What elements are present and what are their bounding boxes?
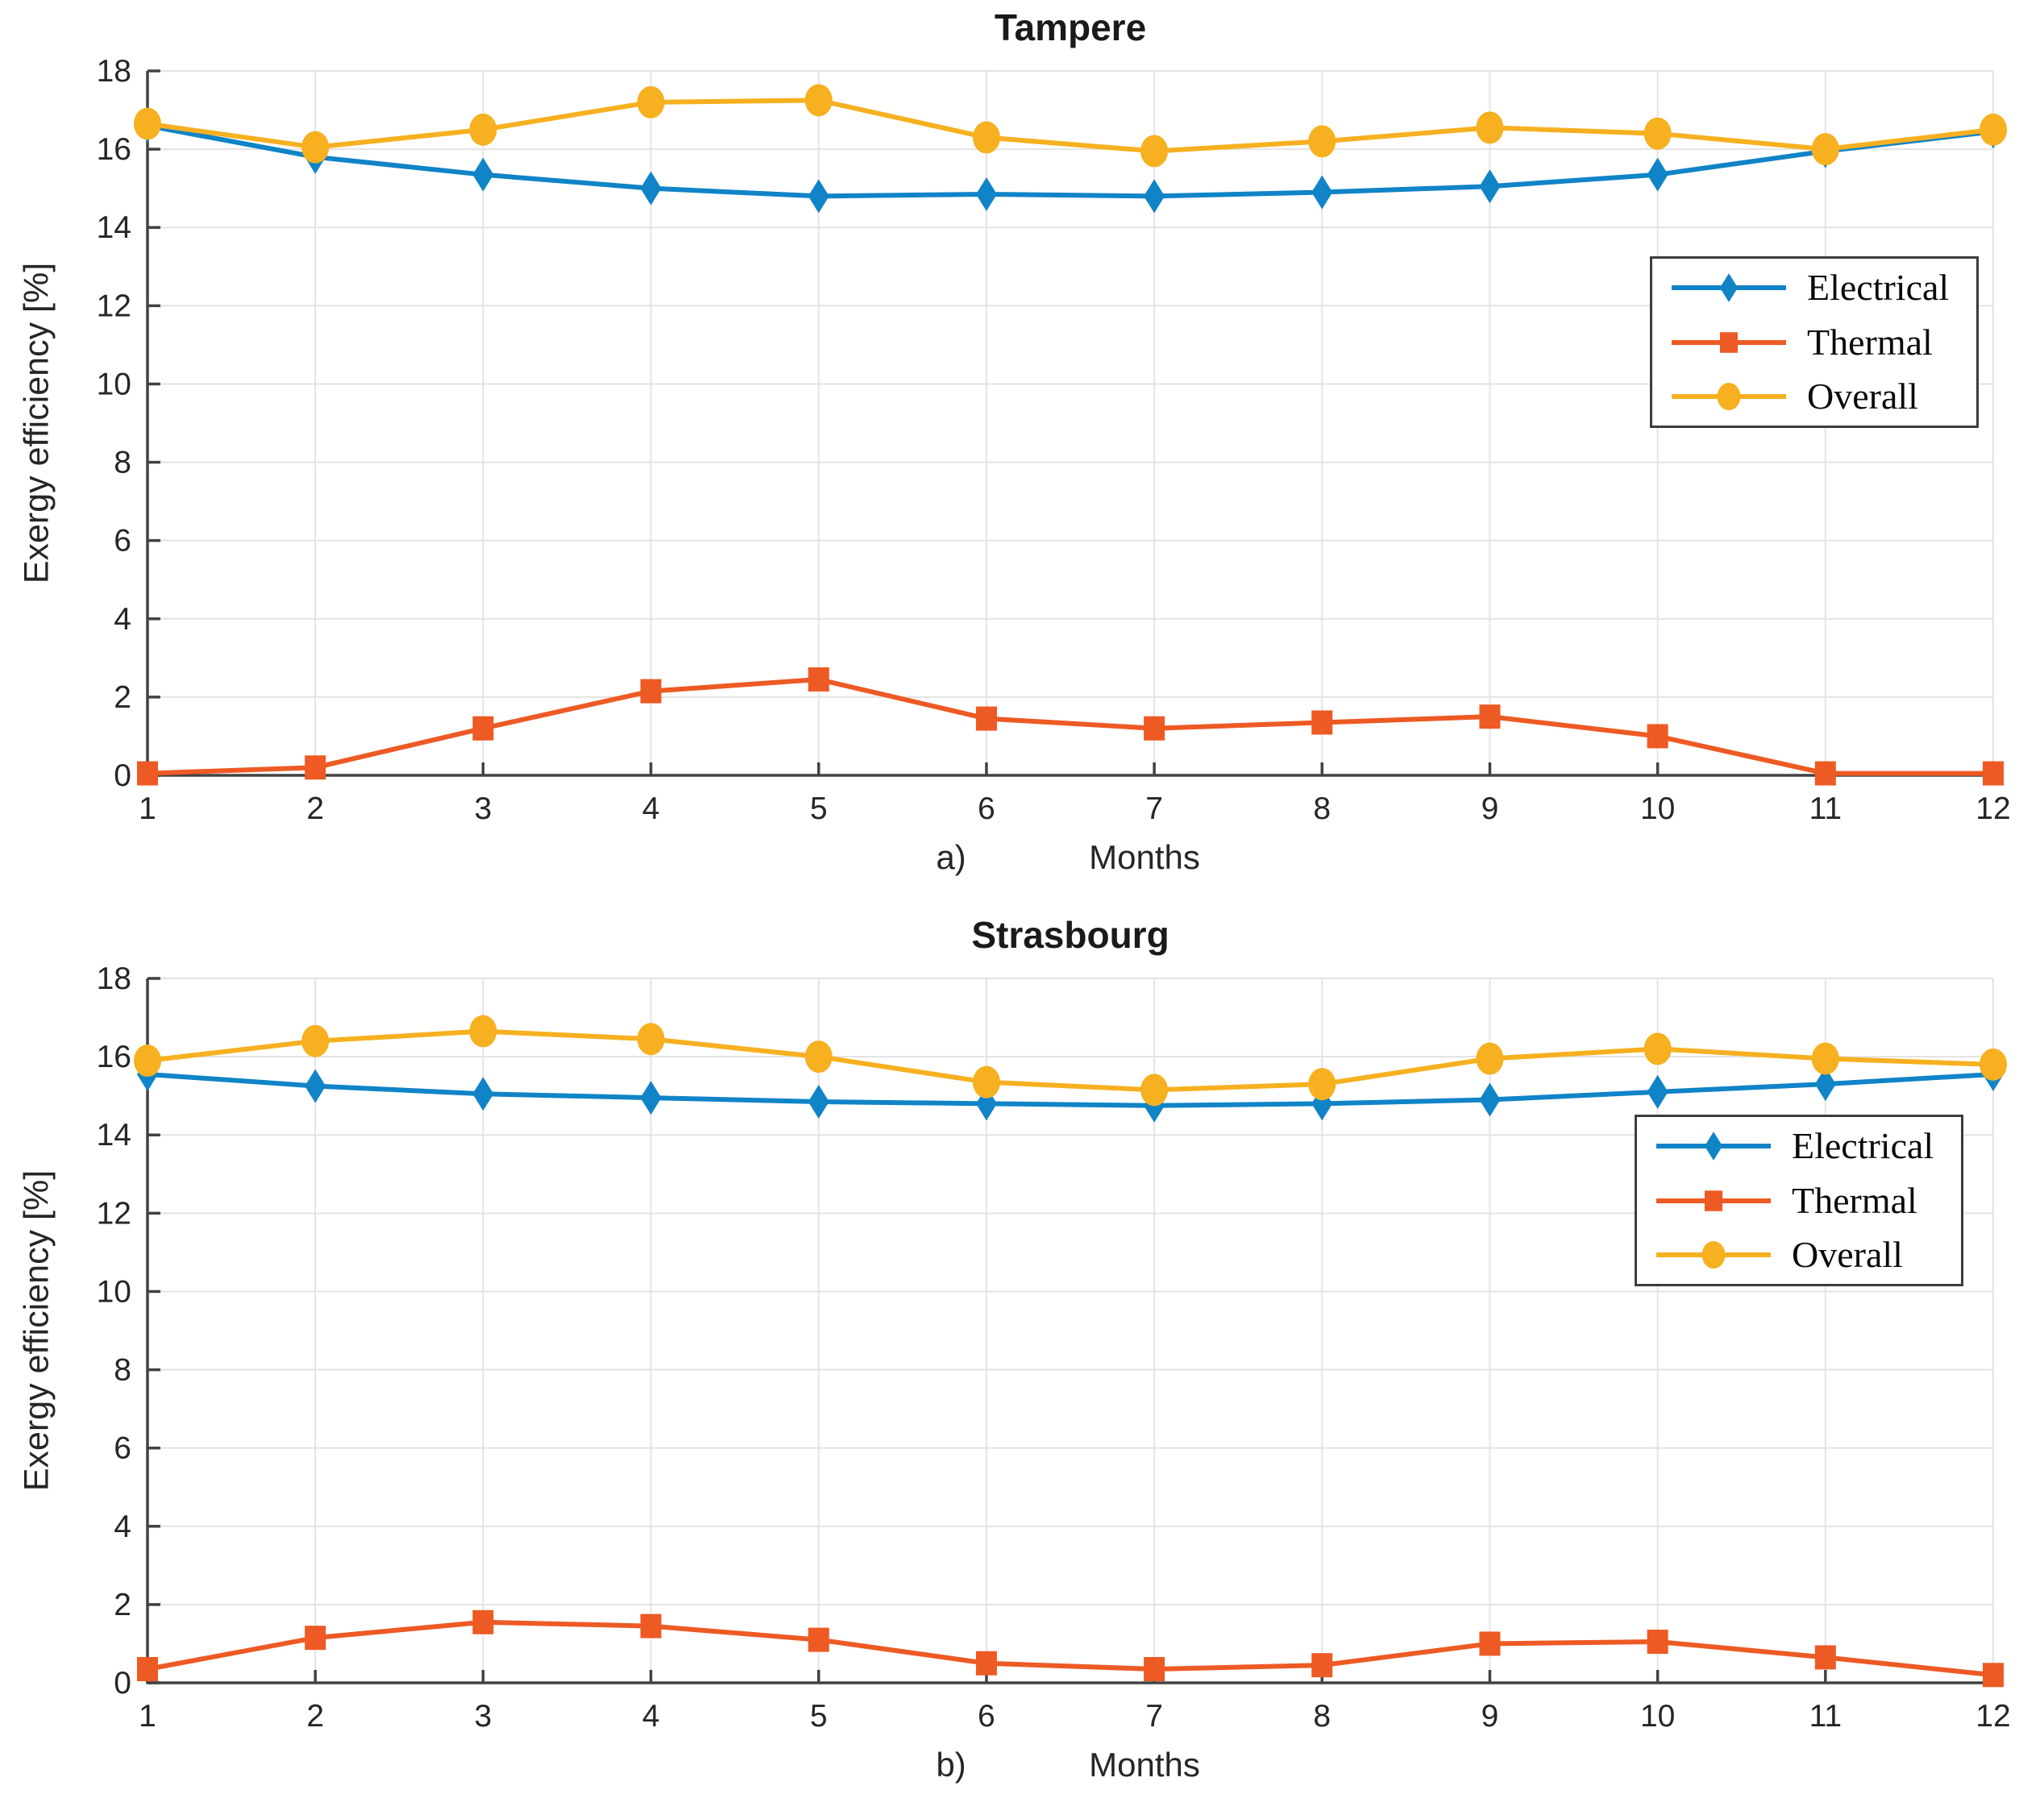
x-tick-label: 9 [1481, 1699, 1499, 1734]
y-tick-label: 10 [97, 367, 131, 401]
legend: Electrical Thermal Overall [1650, 256, 1979, 428]
x-tick-label: 11 [1809, 791, 1843, 826]
chart-title: Strasbourg [971, 914, 1169, 956]
x-tick-label: 2 [306, 1699, 324, 1734]
legend-label-overall: Overall [1807, 375, 1918, 417]
x-tick-label: 6 [978, 791, 995, 826]
chart-title: Tampere [994, 6, 1147, 48]
legend-row-electrical: Electrical [1637, 1121, 1961, 1171]
legend-label-overall: Overall [1792, 1233, 1903, 1275]
y-tick-label: 14 [97, 1118, 131, 1153]
x-tick-label: 12 [1975, 1699, 2010, 1734]
y-tick-label: 8 [114, 1353, 131, 1388]
overall-line-marker-icon [1653, 1232, 1774, 1277]
series-electrical [137, 1057, 2004, 1123]
legend-sample-svg [1672, 273, 1786, 303]
y-tick-label: 10 [97, 1274, 131, 1309]
x-tick-label: 10 [1640, 1699, 1675, 1734]
y-tick-label: 18 [97, 54, 131, 89]
legend-sample-svg [1656, 1240, 1771, 1269]
x-tick-label: 1 [139, 1699, 156, 1734]
y-tick-label: 12 [97, 1196, 131, 1231]
series-electrical [137, 108, 2004, 214]
legend-row-thermal: Thermal [1652, 318, 1976, 368]
legend-label-thermal: Thermal [1792, 1179, 1917, 1221]
x-tick-label: 3 [475, 791, 492, 826]
legend-sample-svg [1672, 382, 1786, 410]
electrical-line-marker-icon [1668, 265, 1789, 310]
x-tick-label: 4 [642, 1699, 660, 1734]
x-tick-label: 5 [810, 1699, 828, 1734]
x-tick-label: 11 [1809, 1699, 1843, 1734]
series-thermal [137, 667, 2004, 786]
y-tick-label: 4 [114, 602, 131, 637]
y-axis-label: Exergy efficiency [%] [17, 1169, 56, 1492]
y-tick-label: 6 [114, 524, 131, 559]
y-tick-label: 16 [97, 1040, 131, 1074]
y-tick-label: 18 [97, 961, 131, 996]
x-axis-label: Months [1089, 838, 1200, 876]
x-tick-label: 8 [1313, 1699, 1331, 1734]
y-tick-label: 14 [97, 210, 131, 245]
legend-label-electrical: Electrical [1792, 1125, 1934, 1167]
x-tick-label: 10 [1640, 791, 1675, 826]
legend-row-overall: Overall [1637, 1230, 1961, 1280]
y-tick-label: 16 [97, 132, 131, 167]
thermal-line-marker-icon [1668, 320, 1789, 365]
legend-label-electrical: Electrical [1807, 267, 1950, 309]
y-tick-label: 0 [114, 1666, 131, 1701]
x-tick-label: 3 [475, 1699, 492, 1734]
subplot-label-b: b) [936, 1746, 966, 1784]
x-tick-label: 7 [1145, 1699, 1163, 1734]
legend-sample-svg [1672, 331, 1786, 353]
legend: Electrical Thermal Overall [1635, 1115, 1963, 1286]
y-tick-label: 12 [97, 289, 131, 323]
x-tick-label: 1 [139, 791, 156, 826]
series-overall [134, 1015, 2007, 1107]
legend-label-thermal: Thermal [1807, 321, 1933, 363]
y-tick-label: 6 [114, 1431, 131, 1466]
y-tick-label: 2 [114, 680, 131, 715]
overall-line-marker-icon [1668, 374, 1789, 419]
chart-tampere: 1 2 3 4 5 6 7 8 9 10 11 12 0 2 4 6 8 10 12 14 16 18 Tampere E… [17, 6, 2011, 876]
x-tick-label: 4 [642, 791, 660, 826]
x-tick-label: 12 [1975, 791, 2010, 826]
x-tick-label: 9 [1481, 791, 1499, 826]
thermal-line-marker-icon [1653, 1178, 1774, 1223]
x-tick-label: 7 [1145, 791, 1163, 826]
legend-row-electrical: Electrical [1652, 263, 1976, 313]
subplot-label-a: a) [936, 838, 966, 876]
legend-sample-svg [1656, 1190, 1771, 1211]
y-tick-label: 4 [114, 1510, 131, 1544]
y-tick-label: 8 [114, 446, 131, 480]
y-tick-label: 0 [114, 758, 131, 793]
legend-row-thermal: Thermal [1637, 1176, 1961, 1226]
x-tick-label: 2 [306, 791, 324, 826]
series-thermal [137, 1609, 2004, 1688]
series-overall [134, 84, 2007, 168]
x-tick-label: 6 [978, 1699, 995, 1734]
chart-strasbourg: 1 2 3 4 5 6 7 8 9 10 11 12 0 2 4 6 8 10 12 14 16 18 Strasbour… [0, 908, 2044, 1815]
x-axis-label: Months [1089, 1746, 1200, 1784]
x-tick-label: 8 [1313, 791, 1331, 826]
x-tick-label: 5 [810, 791, 828, 826]
legend-sample-svg [1656, 1132, 1771, 1161]
y-tick-label: 2 [114, 1588, 131, 1622]
legend-row-overall: Overall [1652, 372, 1976, 422]
y-axis-label: Exergy efficiency [%] [17, 262, 56, 584]
electrical-line-marker-icon [1653, 1123, 1774, 1169]
